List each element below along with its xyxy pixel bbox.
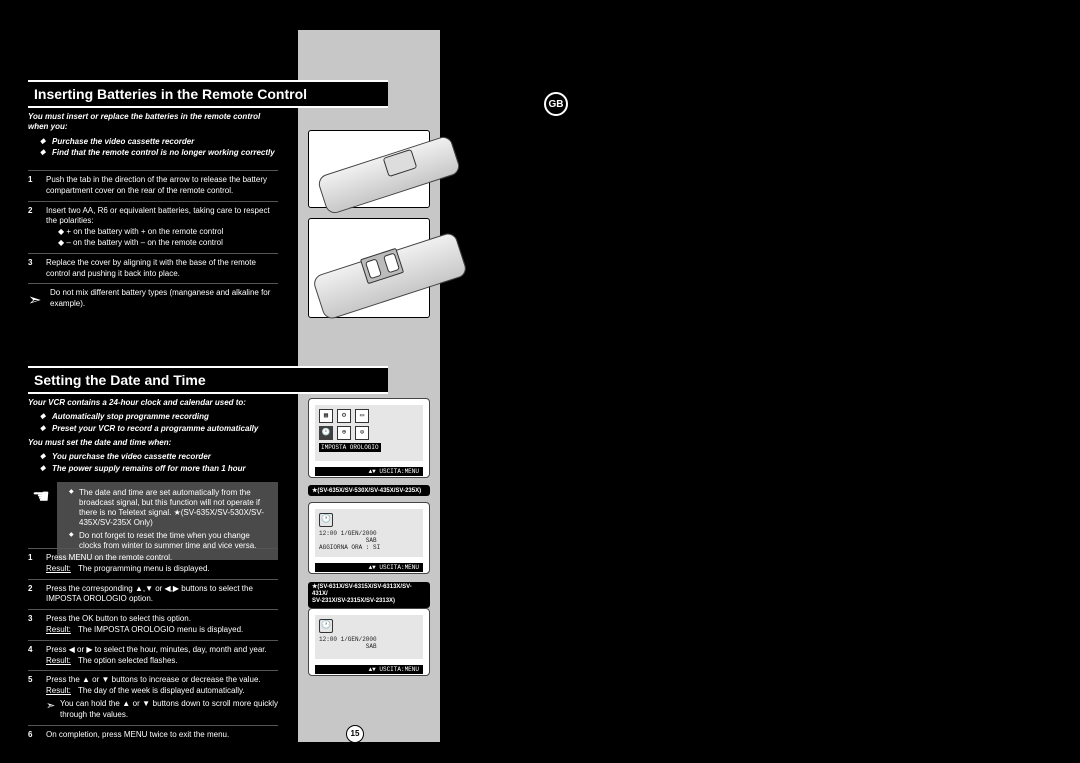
section-title-2: Setting the Date and Time bbox=[28, 366, 388, 394]
osd-highlight: IMPOSTA OROLOGIO bbox=[319, 443, 381, 452]
s2-b2: You purchase the video cassette recorder bbox=[52, 452, 278, 462]
step-num: 3 bbox=[28, 614, 46, 636]
osd-screen-3: 🕐 12:00 1/GEN/2000 SAB ▲▼ USCITA:MENU bbox=[308, 608, 430, 676]
note-icon: ➣ bbox=[28, 288, 50, 310]
model-label-1: ★(SV-635X/SV-530X/SV-435X/SV-235X) bbox=[308, 485, 430, 496]
model-label-2: ★(SV-631X/SV-6315X/SV-6313X/SV-431X/ SV-… bbox=[308, 582, 430, 608]
step-num: 6 bbox=[28, 730, 46, 741]
section2-intro: Your VCR contains a 24-hour clock and ca… bbox=[28, 398, 278, 475]
osd-line: SAB bbox=[319, 643, 419, 650]
osd-line: SAB bbox=[319, 537, 419, 544]
step-text: Push the tab in the direction of the arr… bbox=[46, 175, 278, 197]
s2-b1: Preset your VCR to record a programme au… bbox=[52, 424, 278, 434]
step-text: Insert two AA, R6 or equivalent batterie… bbox=[46, 206, 278, 249]
s1-intro-text: You must insert or replace the batteries… bbox=[28, 112, 278, 133]
s2-intro1: Your VCR contains a 24-hour clock and ca… bbox=[28, 398, 278, 408]
step-num: 5 bbox=[28, 675, 46, 720]
remote-illustration-2 bbox=[308, 218, 430, 318]
osd-screen-1: ▦ ⚙ ▭ 🕐 ⊕ ⊜ IMPOSTA OROLOGIO ▲▼ USCITA:M… bbox=[308, 398, 430, 478]
step-text: Press the corresponding ▲,▼ or ◀,▶ butto… bbox=[46, 584, 278, 606]
osd-line: 12:00 1/GEN/2000 bbox=[319, 530, 419, 537]
hand-pointer-icon: ☚ bbox=[32, 484, 50, 509]
clock-icon: 🕐 bbox=[319, 619, 333, 633]
osd-footer: ▲▼ USCITA:MENU bbox=[315, 665, 423, 674]
step-text: Press ◀ or ▶ to select the hour, minutes… bbox=[46, 645, 278, 667]
step-num: 3 bbox=[28, 258, 46, 280]
step-text: Press the OK button to select this optio… bbox=[46, 614, 278, 636]
s2-b2: The power supply remains off for more th… bbox=[52, 464, 278, 474]
osd-screen-2: 🕐 12:00 1/GEN/2000 SAB AGGIORNA ORA : SI… bbox=[308, 502, 430, 574]
osd-footer: ▲▼ USCITA:MENU bbox=[315, 563, 423, 572]
osd-line: 12:00 1/GEN/2000 bbox=[319, 636, 419, 643]
step-num: 2 bbox=[28, 206, 46, 249]
infobox-item: The date and time are set automatically … bbox=[79, 488, 272, 528]
section1-steps: 1 Push the tab in the direction of the a… bbox=[28, 170, 278, 314]
step-text: Press the ▲ or ▼ buttons to increase or … bbox=[46, 675, 278, 720]
remote-illustration-1 bbox=[308, 130, 430, 208]
step-text: On completion, press MENU twice to exit … bbox=[46, 730, 278, 741]
section2-steps: 1 Press MENU on the remote control. Resu… bbox=[28, 548, 278, 744]
clock-icon: 🕐 bbox=[319, 426, 333, 440]
note-text: Do not mix different battery types (mang… bbox=[50, 288, 278, 310]
menu-icon: ▭ bbox=[355, 409, 369, 423]
step-text: Replace the cover by aligning it with th… bbox=[46, 258, 278, 280]
s2-intro2: You must set the date and time when: bbox=[28, 438, 278, 448]
step-num: 1 bbox=[28, 175, 46, 197]
section-title-1: Inserting Batteries in the Remote Contro… bbox=[28, 80, 388, 108]
s1-bullet: Find that the remote control is no longe… bbox=[52, 148, 278, 158]
osd-line: AGGIORNA ORA : SI bbox=[319, 544, 419, 551]
menu-icon: ▦ bbox=[319, 409, 333, 423]
s2-b1: Automatically stop programme recording bbox=[52, 412, 278, 422]
osd-footer: ▲▼ USCITA:MENU bbox=[315, 467, 423, 476]
step-num: 2 bbox=[28, 584, 46, 606]
step-num: 4 bbox=[28, 645, 46, 667]
menu-icon: ⚙ bbox=[337, 409, 351, 423]
page-number: 15 bbox=[346, 725, 364, 743]
section1-intro: You must insert or replace the batteries… bbox=[28, 112, 278, 160]
menu-icon: ⊜ bbox=[355, 426, 369, 440]
menu-icon: ⊕ bbox=[337, 426, 351, 440]
s1-bullet: Purchase the video cassette recorder bbox=[52, 137, 278, 147]
step-num: 1 bbox=[28, 553, 46, 575]
language-badge: GB bbox=[544, 92, 568, 116]
clock-icon: 🕐 bbox=[319, 513, 333, 527]
step-text: Press MENU on the remote control. Result… bbox=[46, 553, 278, 575]
manual-page: GB Inserting Batteries in the Remote Con… bbox=[0, 0, 1080, 763]
